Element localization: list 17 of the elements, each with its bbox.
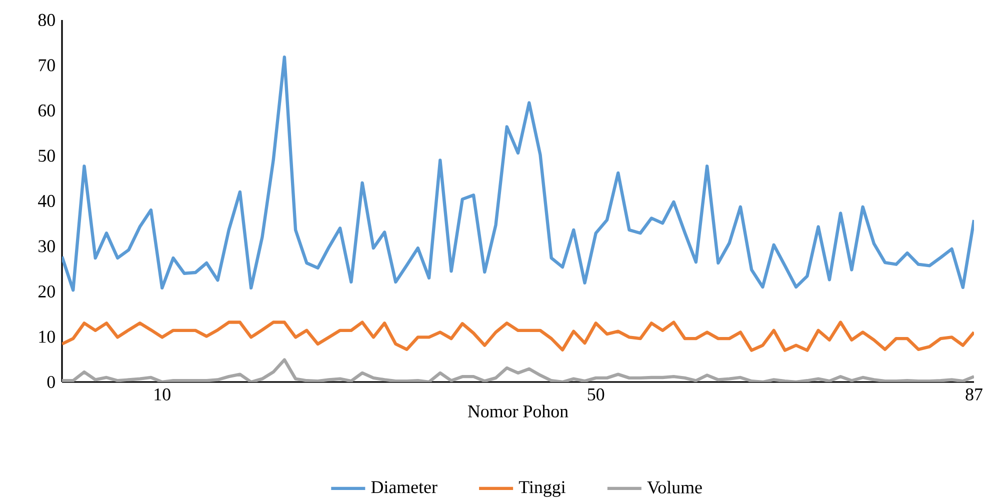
y-tick-label: 30 [38, 240, 55, 252]
y-tick-label: 10 [39, 330, 55, 343]
y-tick-label: 50 [38, 150, 55, 162]
x-tick-label: 87 [966, 388, 982, 400]
y-tick-label: 60 [38, 104, 55, 117]
legend-label: Volume [647, 480, 702, 494]
y-tick-label: 0 [47, 376, 55, 388]
x-tick-label: 10 [154, 388, 170, 400]
y-tick-label: 70 [38, 59, 55, 72]
legend-label: Tinggi [518, 481, 566, 497]
x-tick-label: 50 [588, 388, 604, 400]
line-series [62, 56, 974, 292]
x-axis-title: Nomor Pohon [468, 404, 568, 418]
y-tick-label: 40 [38, 194, 55, 208]
legend-label: Diameter [371, 481, 438, 494]
y-tick-label: 20 [38, 285, 55, 298]
y-tick-label: 80 [38, 14, 55, 26]
